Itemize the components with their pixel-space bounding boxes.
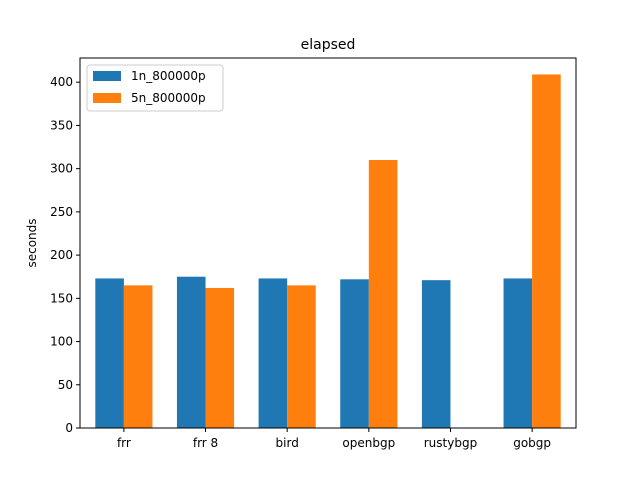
bar-1n_800000p-frr: [95, 278, 124, 428]
legend-swatch: [93, 93, 121, 103]
y-tick-label: 350: [50, 118, 73, 132]
y-tick-label: 150: [50, 291, 73, 305]
y-tick-label: 200: [50, 248, 73, 262]
y-tick-label: 300: [50, 162, 73, 176]
legend-label: 1n_800000p: [131, 69, 206, 83]
bar-1n_800000p-bird: [258, 278, 288, 428]
plot-frame: [79, 57, 577, 429]
y-axis-label: seconds: [25, 218, 39, 267]
y-axis: 0 50 100 150 200 250 300 350 400: [50, 75, 80, 435]
legend: 1n_800000p 5n_800000p: [86, 64, 224, 112]
y-tick-label: 0: [65, 421, 73, 435]
x-tick-label: openbgp: [342, 436, 395, 450]
x-tick-label: gobgp: [513, 436, 551, 450]
x-axis: frr frr 8 bird openbgp rustybgp gobgp: [117, 428, 551, 450]
bar-1n_800000p-openbgp: [340, 279, 369, 428]
bars-layer: [95, 74, 561, 428]
y-tick-label: 250: [50, 205, 73, 219]
bar-5n_800000p-openbgp: [368, 160, 398, 428]
chart-title: elapsed: [301, 37, 356, 53]
y-tick-label: 400: [50, 75, 73, 89]
legend-label: 5n_800000p: [131, 91, 206, 105]
bar-5n_800000p-frr-8: [205, 287, 235, 428]
y-tick-label: 50: [58, 378, 73, 392]
x-tick-label: rustybgp: [424, 436, 477, 450]
bar-1n_800000p-frr-8: [176, 276, 206, 428]
x-tick-label: bird: [276, 436, 299, 450]
bar-1n_800000p-gobgp: [503, 278, 533, 428]
x-tick-label: frr: [117, 436, 131, 450]
bar-5n_800000p-bird: [287, 285, 316, 428]
y-tick-label: 100: [50, 335, 73, 349]
bar-5n_800000p-gobgp: [532, 74, 561, 428]
bar-1n_800000p-rustybgp: [421, 280, 451, 428]
legend-swatch: [93, 71, 121, 81]
bar-5n_800000p-frr: [123, 285, 153, 428]
x-tick-label: frr 8: [193, 436, 218, 450]
